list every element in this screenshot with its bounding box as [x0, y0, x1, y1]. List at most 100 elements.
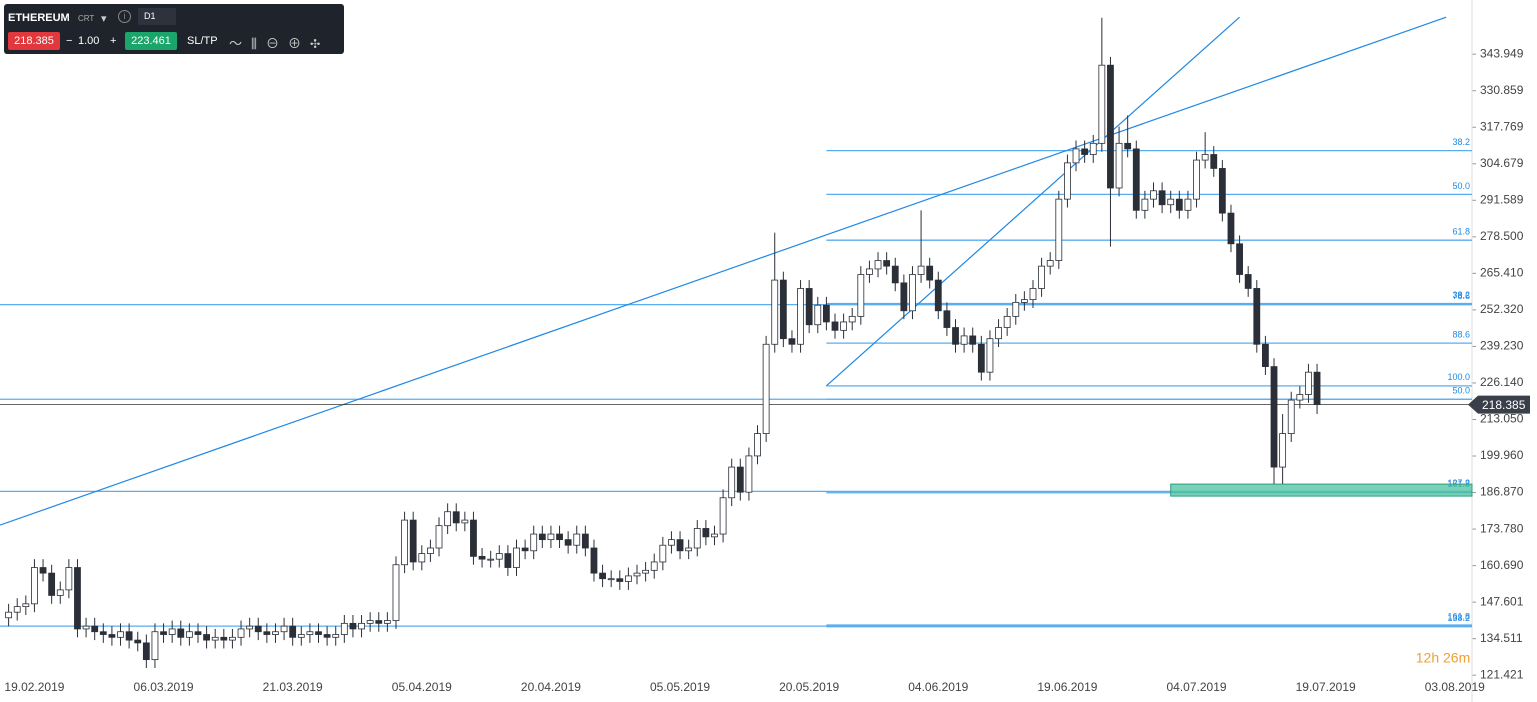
fib-label: 78.6	[1452, 291, 1470, 301]
candle-body	[754, 433, 761, 457]
candle-body	[943, 310, 951, 328]
spread: 1.00	[78, 35, 100, 47]
candle-body	[134, 639, 142, 644]
candle-body	[495, 553, 503, 560]
candle-body	[831, 321, 839, 331]
candle-body	[668, 539, 675, 546]
candle-body	[168, 628, 176, 635]
candle-body	[1253, 288, 1261, 345]
candle-body	[590, 547, 598, 574]
candle-body	[840, 321, 848, 331]
y-tick-label: 278.500	[1480, 229, 1524, 243]
candle-body	[986, 338, 994, 373]
candle-body	[900, 282, 908, 312]
candle-body	[375, 620, 383, 624]
fib-label: 50.0	[1452, 386, 1470, 396]
candle-body	[556, 533, 563, 541]
candle-body	[246, 625, 254, 630]
candle-body	[1132, 148, 1140, 211]
candle-body	[444, 511, 452, 527]
candle-body	[762, 343, 770, 434]
candle-body	[383, 620, 391, 624]
candle-body	[788, 338, 796, 345]
y-tick-label: 121.421	[1480, 667, 1524, 681]
candle-body	[1218, 168, 1226, 214]
candle-body	[478, 555, 486, 560]
candle-body	[117, 631, 124, 638]
trendline	[825, 16, 1240, 387]
plus[interactable]: +	[110, 35, 117, 47]
minus[interactable]: −	[66, 35, 73, 47]
candle-body	[1158, 190, 1166, 206]
candle-body	[676, 539, 684, 552]
candle-body	[624, 575, 632, 582]
candle-body	[581, 533, 589, 549]
candle-body	[995, 327, 1002, 340]
candle-body	[952, 327, 959, 345]
candle-body	[969, 335, 977, 345]
candle-body	[633, 572, 641, 577]
info-icon[interactable]: i	[118, 10, 131, 23]
fib-label: 38.2	[1452, 290, 1470, 300]
y-tick-label: 147.601	[1480, 594, 1524, 608]
buy-button[interactable]: 223.461	[125, 32, 177, 50]
candle-body	[805, 288, 813, 326]
candle-body	[392, 564, 400, 621]
candle-body	[521, 547, 529, 552]
candle-body	[1003, 315, 1011, 328]
candle-body	[280, 625, 288, 633]
candle-body	[1210, 154, 1218, 169]
y-tick-label: 317.769	[1480, 119, 1524, 133]
last-price-label: 218.385	[1482, 398, 1526, 412]
y-tick-label: 213.050	[1480, 412, 1524, 426]
y-tick-label: 304.679	[1480, 156, 1524, 170]
candle-body	[960, 335, 968, 345]
candle-body	[779, 279, 787, 340]
candle-body	[883, 260, 891, 267]
candle-body	[659, 544, 667, 563]
candle-body	[909, 274, 916, 312]
candle-body	[513, 547, 520, 568]
candle-body	[366, 620, 374, 624]
candle-body	[470, 519, 477, 557]
candle-body	[797, 288, 804, 345]
candle-body	[1072, 148, 1080, 164]
symbol[interactable]: ETHEREUM	[8, 12, 70, 24]
candle-body	[349, 622, 357, 630]
candle-body	[151, 631, 159, 661]
candle-body	[711, 533, 718, 538]
sltp-button[interactable]: SL/TP	[187, 35, 218, 47]
dropdown-arrow[interactable]: ▾	[101, 13, 107, 25]
candle-body	[203, 634, 210, 641]
y-tick-label: 199.960	[1480, 448, 1524, 462]
candle-body	[297, 634, 305, 638]
candle-body	[194, 631, 202, 635]
candle-body	[1305, 371, 1312, 395]
fib-label: 127.2	[1447, 478, 1470, 488]
candle-body	[1124, 142, 1132, 150]
candle-body	[650, 561, 658, 571]
fib-label: 38.2	[1452, 137, 1470, 147]
tool-icons[interactable]: 〜⫼⊖⊕✣	[229, 36, 330, 51]
candle-body	[1046, 260, 1054, 267]
candle-body	[1201, 154, 1209, 161]
candle-body	[1287, 399, 1295, 434]
x-tick-label: 20.04.2019	[521, 680, 581, 694]
candle-body	[185, 631, 193, 638]
fib-label: 161.8	[1447, 611, 1470, 621]
candle-body	[1150, 190, 1157, 200]
x-tick-label: 05.05.2019	[650, 680, 710, 694]
candle-body	[5, 611, 13, 619]
x-tick-label: 19.07.2019	[1296, 680, 1356, 694]
candle-body	[142, 642, 150, 661]
interval[interactable]: D1	[138, 8, 176, 25]
candle-body	[822, 304, 830, 323]
candle-body	[719, 497, 727, 535]
candle-body	[1227, 212, 1235, 245]
candle-body	[487, 558, 495, 561]
sell-button[interactable]: 218.385	[8, 32, 60, 50]
candle-body	[874, 260, 882, 270]
candle-body	[1115, 142, 1123, 189]
candle-body	[263, 631, 271, 635]
